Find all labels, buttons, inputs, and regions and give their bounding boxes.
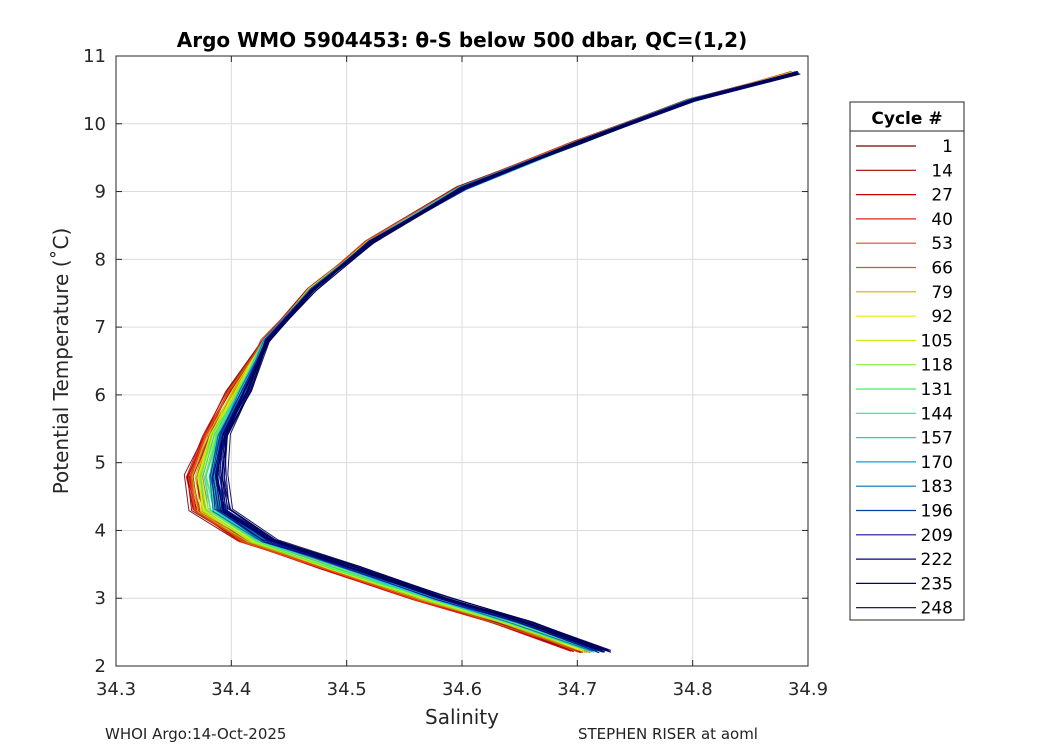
legend-label: 170 [921, 453, 953, 473]
legend-label: 53 [931, 234, 953, 254]
legend-label: 248 [921, 599, 953, 619]
legend-label: 105 [921, 331, 953, 351]
profile-lines [183, 70, 801, 654]
legend-label: 66 [931, 259, 953, 279]
profile-line-cycle-248 [223, 73, 800, 651]
legend-label: 222 [921, 550, 953, 570]
y-tick-label: 3 [95, 588, 106, 609]
legend-label: 92 [931, 307, 953, 327]
x-tick-label: 34.5 [327, 679, 367, 700]
y-tick-label: 11 [83, 46, 106, 67]
legend-label: 14 [931, 161, 953, 181]
profile-line-cycle-248 [221, 73, 800, 651]
legend: Cycle # 1 14 27 40 53 66 79 92 105 118 131 144 157 17… [849, 101, 965, 621]
y-tick-label: 7 [95, 317, 106, 338]
footer-credit: WHOI Argo:14-Oct-2025 [105, 725, 287, 743]
y-tick-label: 9 [95, 182, 106, 203]
legend-label: 144 [921, 404, 953, 424]
y-tick-label: 8 [95, 249, 106, 270]
x-axis-ticks: 34.3 34.4 34.5 34.6 34.7 34.8 34.9 [96, 56, 828, 700]
x-tick-label: 34.7 [557, 679, 597, 700]
legend-label: 157 [921, 429, 953, 449]
footer-operator: STEPHEN RISER at aoml [578, 725, 758, 743]
legend-label: 235 [921, 574, 953, 594]
legend-label: 209 [921, 526, 953, 546]
profile-line-cycle-248 [215, 72, 798, 652]
x-tick-label: 34.9 [788, 679, 828, 700]
legend-label: 118 [921, 356, 953, 376]
y-tick-label: 2 [95, 656, 106, 677]
y-tick-label: 10 [83, 114, 106, 135]
legend-label: 131 [921, 380, 953, 400]
legend-title: Cycle # [871, 109, 942, 129]
x-tick-label: 34.8 [673, 679, 713, 700]
x-tick-label: 34.4 [211, 679, 251, 700]
legend-label: 183 [921, 477, 953, 497]
x-axis-label: Salinity [425, 705, 499, 729]
legend-label: 40 [931, 210, 953, 230]
legend-entries: 1 14 27 40 53 66 79 92 105 118 131 144 157 170 183 196 2… [856, 137, 953, 619]
x-tick-label: 34.3 [96, 679, 136, 700]
chart-title: Argo WMO 5904453: θ-S below 500 dbar, QC… [177, 28, 747, 52]
legend-label: 196 [921, 502, 953, 522]
y-tick-label: 5 [95, 453, 106, 474]
legend-box [849, 101, 965, 621]
x-tick-label: 34.6 [442, 679, 482, 700]
y-tick-label: 6 [95, 385, 106, 406]
y-tick-label: 4 [95, 520, 106, 541]
legend-label: 79 [931, 283, 953, 303]
y-axis-label: Potential Temperature (˚C) [49, 228, 73, 495]
legend-label: 27 [931, 186, 953, 206]
y-axis-ticks: 2 3 4 5 6 7 8 9 10 11 [83, 46, 808, 677]
legend-label: 1 [942, 137, 953, 157]
